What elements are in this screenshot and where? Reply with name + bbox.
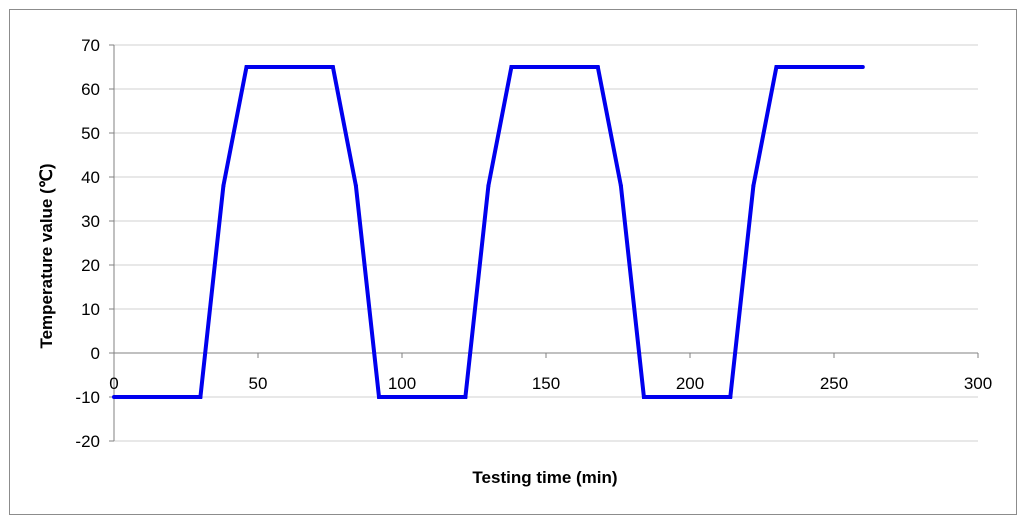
- x-tick-label: 150: [532, 374, 560, 393]
- data-point: [774, 65, 779, 69]
- tick-labels: -20 -10 0 10 20 30 40 50 60 70 0 50 100 150 200 250 300: [75, 36, 992, 451]
- y-tick-label: 20: [81, 256, 100, 275]
- data-point: [198, 395, 203, 399]
- y-axis-title: Temperature value (℃): [37, 163, 56, 348]
- data-point: [330, 65, 335, 69]
- x-axis-title: Testing time (min): [472, 468, 617, 487]
- y-tick-label: 50: [81, 124, 100, 143]
- data-point: [376, 395, 381, 399]
- data-point: [112, 395, 116, 399]
- y-tick-label: 70: [81, 36, 100, 55]
- data-point: [353, 183, 358, 188]
- data-point: [221, 183, 226, 188]
- data-point: [728, 395, 733, 399]
- y-tick-label: 60: [81, 80, 100, 99]
- x-tick-label: 100: [388, 374, 416, 393]
- x-tick-label: 200: [676, 374, 704, 393]
- gridlines: [114, 44, 978, 442]
- x-tick-label: 0: [109, 374, 118, 393]
- data-point: [486, 183, 491, 188]
- y-tick-label: 40: [81, 168, 100, 187]
- chart-frame: [9, 9, 1017, 515]
- data-point: [509, 65, 514, 69]
- data-point: [618, 183, 623, 188]
- data-point: [641, 395, 646, 399]
- y-tick-label: 30: [81, 212, 100, 231]
- data-point: [244, 65, 249, 69]
- x-tick-label: 50: [249, 374, 268, 393]
- series: [112, 65, 865, 399]
- x-tick-label: 300: [964, 374, 992, 393]
- data-point: [860, 65, 865, 69]
- y-tick-label: 0: [91, 344, 100, 363]
- data-point: [463, 395, 468, 399]
- data-point: [751, 183, 756, 188]
- series-line: [114, 65, 863, 399]
- x-tick-label: 250: [820, 374, 848, 393]
- y-tick-label: -10: [75, 388, 100, 407]
- y-tick-label: 10: [81, 300, 100, 319]
- data-point: [595, 65, 600, 69]
- y-tick-label: -20: [75, 432, 100, 451]
- axes: [109, 44, 979, 442]
